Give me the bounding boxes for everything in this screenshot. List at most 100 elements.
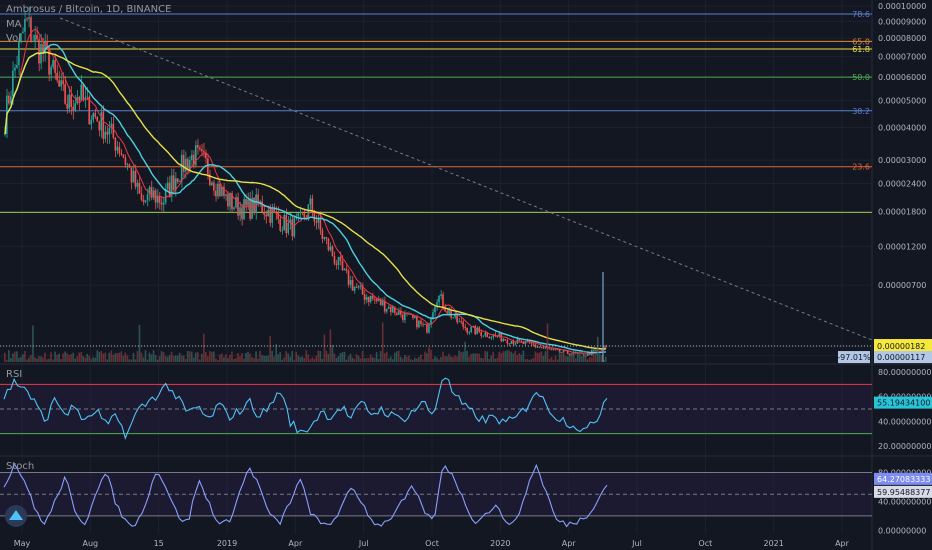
y-tick-label: 0.00008000 — [878, 34, 926, 43]
candle-body — [273, 208, 275, 212]
candle-body — [126, 164, 129, 166]
volume-bar — [241, 353, 243, 362]
volume-bar — [148, 352, 151, 362]
candle-body — [192, 154, 195, 166]
candle-body — [506, 340, 509, 344]
volume-bar — [140, 352, 143, 362]
candle-body — [237, 197, 239, 216]
candle-body — [235, 197, 237, 208]
volume-bar — [424, 351, 426, 362]
candle-body — [283, 214, 285, 231]
candle-body — [468, 331, 470, 333]
candle-body — [428, 324, 430, 333]
candle-body — [375, 299, 378, 302]
volume-bar — [84, 357, 87, 362]
volume-bar — [347, 356, 350, 362]
volume-bar — [406, 356, 408, 362]
candle-body — [592, 349, 595, 351]
volume-bar — [219, 354, 221, 362]
volume-bar — [267, 355, 269, 362]
volume-bar — [46, 359, 48, 362]
candle-body — [24, 18, 26, 32]
candle-body — [102, 112, 105, 139]
candle-body — [524, 341, 527, 345]
y-tick-label: 0.00001200 — [878, 242, 926, 251]
rsi-indicator-label[interactable]: RSI — [6, 369, 23, 380]
volume-bar — [518, 353, 521, 362]
x-tick-label: Oct — [698, 539, 712, 548]
candle-body — [162, 202, 165, 205]
volume-bar — [102, 353, 105, 362]
candle-body — [345, 268, 348, 271]
volume-bar — [130, 359, 133, 362]
volume-bar — [108, 352, 111, 362]
volume-bar — [58, 353, 60, 362]
candle-body — [207, 158, 209, 175]
candle-body — [180, 154, 183, 182]
volume-bar — [68, 354, 70, 362]
volume-bar — [247, 351, 249, 362]
volume-bar — [345, 359, 348, 362]
vol-indicator-label[interactable]: Vol — [6, 33, 21, 44]
volume-bar — [472, 353, 474, 362]
candle-body — [307, 204, 310, 219]
candle-body — [448, 310, 450, 314]
volume-bar — [558, 351, 561, 362]
change-label: -97.01% — [837, 353, 871, 362]
candle-body — [255, 194, 257, 213]
candle-body — [142, 199, 145, 203]
candle-body — [124, 157, 127, 165]
candle-body — [36, 34, 38, 40]
candle-body — [94, 113, 97, 117]
ma-indicator-label[interactable]: MA — [6, 19, 22, 30]
volume-bar — [291, 350, 294, 362]
volume-bar — [52, 359, 54, 362]
volume-bar — [269, 336, 271, 362]
volume-bar — [375, 352, 378, 362]
candle-body — [259, 201, 261, 203]
volume-bar — [389, 356, 392, 362]
volume-bar — [574, 358, 577, 362]
volume-bar — [134, 359, 137, 362]
volume-bar — [249, 353, 251, 362]
candle-body — [196, 144, 199, 148]
candle-body — [518, 339, 521, 341]
candle-body — [476, 327, 478, 335]
volume-bar — [38, 356, 40, 362]
osc-y-tick-label: 0.00000000 — [878, 526, 926, 535]
volume-bar — [24, 350, 26, 362]
volume-bar — [460, 351, 462, 362]
volume-bar — [564, 355, 567, 362]
volume-bar — [410, 359, 412, 362]
volume-bar — [285, 351, 288, 362]
candle-body — [18, 42, 20, 65]
volume-bar — [42, 357, 44, 362]
candle-body — [176, 178, 179, 182]
candle-body — [44, 41, 46, 54]
x-tick-label: 2020 — [490, 539, 510, 548]
fib-level-label: 50.0 — [852, 73, 870, 82]
volume-bar — [438, 359, 440, 362]
volume-bar — [114, 353, 117, 362]
candle-body — [440, 294, 442, 296]
candle-body — [130, 167, 133, 183]
volume-bar — [377, 358, 380, 362]
volume-bar — [452, 357, 454, 362]
volume-bar — [176, 355, 179, 362]
candle-body — [416, 315, 418, 328]
candle-body — [299, 212, 302, 214]
candle-body — [100, 112, 103, 131]
stoch-indicator-label[interactable]: Stoch — [6, 461, 35, 472]
volume-bar — [158, 356, 161, 362]
candle-body — [309, 198, 312, 205]
candle-body — [287, 222, 290, 234]
candle-body — [403, 313, 406, 321]
volume-bar — [251, 357, 253, 362]
candle-body — [245, 199, 247, 206]
volume-bar — [245, 352, 247, 362]
y-tick-label: 0.00007000 — [878, 53, 926, 62]
volume-bar — [4, 352, 6, 362]
candle-body — [452, 317, 454, 318]
candle-body — [422, 323, 424, 325]
